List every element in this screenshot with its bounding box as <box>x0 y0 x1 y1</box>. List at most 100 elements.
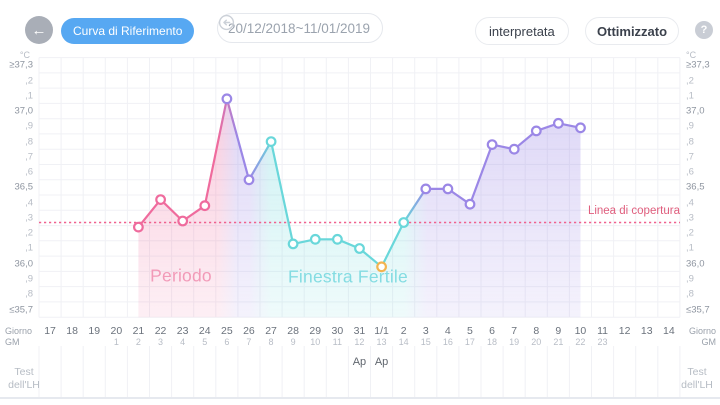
y-tick-right-1: ,2 <box>686 75 694 86</box>
cycle-day-label-3: 3 <box>158 337 164 347</box>
data-point-day-31[interactable] <box>354 243 365 254</box>
data-point-day-22[interactable] <box>155 194 167 206</box>
data-point-day-27[interactable] <box>265 136 277 148</box>
day-axis-caption-right: Giorno <box>688 326 716 336</box>
cycle-day-label-12: 12 <box>354 337 365 347</box>
day-label-26: 26 <box>243 325 255 337</box>
cycle-day-label-11: 11 <box>332 337 343 347</box>
y-tick-left-8: 36,5 <box>14 181 34 193</box>
data-point-day-24[interactable] <box>199 200 211 212</box>
cycle-day-label-10: 10 <box>310 337 321 347</box>
y-tick-right-7: ,6 <box>686 166 694 178</box>
y-tick-right-5: ,8 <box>686 136 694 148</box>
cycle-day-label-18: 18 <box>487 337 498 347</box>
y-tick-right-6: ,7 <box>686 151 694 163</box>
date-range-label: 20/12/2018~11/01/2019 <box>228 20 371 36</box>
y-tick-left-15: ,8 <box>25 288 33 300</box>
back-button[interactable]: ← <box>25 16 53 44</box>
day-label-29: 29 <box>309 325 322 337</box>
data-point-day-26[interactable] <box>243 174 255 186</box>
day-label-8: 8 <box>533 325 540 337</box>
day-label-9: 9 <box>555 325 562 337</box>
data-point-day-10[interactable] <box>575 122 586 134</box>
lh-marker-day-1/1: Ap <box>374 356 389 368</box>
y-tick-left-13: 36,0 <box>14 258 34 270</box>
y-tick-left-16: ≤35,7 <box>9 304 33 316</box>
data-point-day-29[interactable] <box>309 233 321 245</box>
grid-lines <box>38 57 681 398</box>
day-label-4: 4 <box>444 325 451 337</box>
y-tick-right-2: ,1 <box>686 90 694 102</box>
y-tick-right-3: 37,0 <box>686 105 705 117</box>
day-label-5: 5 <box>467 325 473 337</box>
cycle-day-label-4: 4 <box>180 337 186 347</box>
y-tick-right-4: ,9 <box>686 120 694 132</box>
y-tick-left-0: ≥37,3 <box>9 59 33 71</box>
lh-test-row-label-left: Test dell'LH <box>8 366 40 391</box>
y-tick-right-13: 36,0 <box>686 258 705 270</box>
ottimizzato-button[interactable]: Ottimizzato <box>585 17 680 45</box>
data-point-day-6[interactable] <box>486 139 498 151</box>
cycle-axis-caption-right: GM <box>701 337 717 347</box>
day-label-13: 13 <box>640 325 653 337</box>
data-point-day-7[interactable] <box>508 143 520 155</box>
data-point-day-8[interactable] <box>530 125 542 137</box>
cycle-day-label-23: 23 <box>597 337 608 347</box>
y-tick-left-5: ,8 <box>25 136 33 148</box>
cycle-day-label-14: 14 <box>398 337 409 347</box>
reference-curve-button[interactable]: Curva di Riferimento <box>61 18 195 44</box>
y-tick-left-4: ,9 <box>25 120 33 132</box>
day-label-14: 14 <box>663 325 675 337</box>
cycle-day-label-22: 22 <box>575 337 586 347</box>
day-label-17: 17 <box>44 325 56 337</box>
data-point-day-9[interactable] <box>553 117 564 129</box>
data-point-day-1/1[interactable] <box>376 261 388 273</box>
day-label-6: 6 <box>489 325 495 337</box>
data-point-day-5[interactable] <box>464 198 476 210</box>
cycle-day-label-15: 15 <box>420 337 431 347</box>
y-tick-right-0: ≥37,3 <box>686 59 710 71</box>
y-unit-left: °C <box>19 50 30 60</box>
cycle-day-label-7: 7 <box>246 337 252 347</box>
y-tick-right-9: ,4 <box>686 197 694 209</box>
data-point-day-21[interactable] <box>132 221 144 233</box>
interpretata-button[interactable]: interpretata <box>475 17 569 45</box>
cycle-day-label-17: 17 <box>464 337 475 347</box>
data-point-day-28[interactable] <box>287 238 299 250</box>
cycle-date-range-selector[interactable]: 20/12/2018~11/01/2019 <box>217 13 384 43</box>
y-tick-left-2: ,1 <box>25 90 33 102</box>
lh-marker-day-31: Ap <box>352 356 367 368</box>
cycle-day-label-2: 2 <box>135 337 141 347</box>
day-label-2: 2 <box>400 325 407 337</box>
day-label-1/1: 1/1 <box>374 325 389 337</box>
y-tick-left-9: ,4 <box>25 197 33 209</box>
data-point-day-3[interactable] <box>420 183 432 195</box>
cycle-day-label-16: 16 <box>442 337 453 347</box>
day-label-27: 27 <box>265 325 277 337</box>
period-region-label: Periodo <box>150 265 212 286</box>
y-tick-right-11: ,2 <box>686 227 694 239</box>
data-point-day-25[interactable] <box>221 93 233 105</box>
day-label-25: 25 <box>221 325 233 337</box>
data-point-day-23[interactable] <box>177 215 189 227</box>
y-tick-left-14: ,9 <box>25 273 33 285</box>
data-point-day-30[interactable] <box>332 233 343 245</box>
ottimizzato-label: Ottimizzato <box>597 23 668 39</box>
cycle-day-label-8: 8 <box>268 337 274 347</box>
day-label-18: 18 <box>66 325 78 337</box>
fertile-window-region-label: Finestra Fertile <box>288 266 408 287</box>
day-label-20: 20 <box>110 325 123 337</box>
day-label-7: 7 <box>511 325 518 337</box>
cycle-day-label-5: 5 <box>202 337 208 347</box>
day-label-11: 11 <box>597 325 608 337</box>
help-button[interactable]: ? <box>695 21 713 39</box>
data-point-day-2[interactable] <box>398 217 410 228</box>
cycle-day-label-21: 21 <box>553 337 564 347</box>
y-tick-right-16: ≤35,7 <box>686 304 710 316</box>
cycle-day-label-9: 9 <box>290 337 296 347</box>
y-unit-right: °C <box>686 50 697 60</box>
y-tick-right-8: 36,5 <box>686 181 705 193</box>
data-point-day-4[interactable] <box>442 183 454 195</box>
